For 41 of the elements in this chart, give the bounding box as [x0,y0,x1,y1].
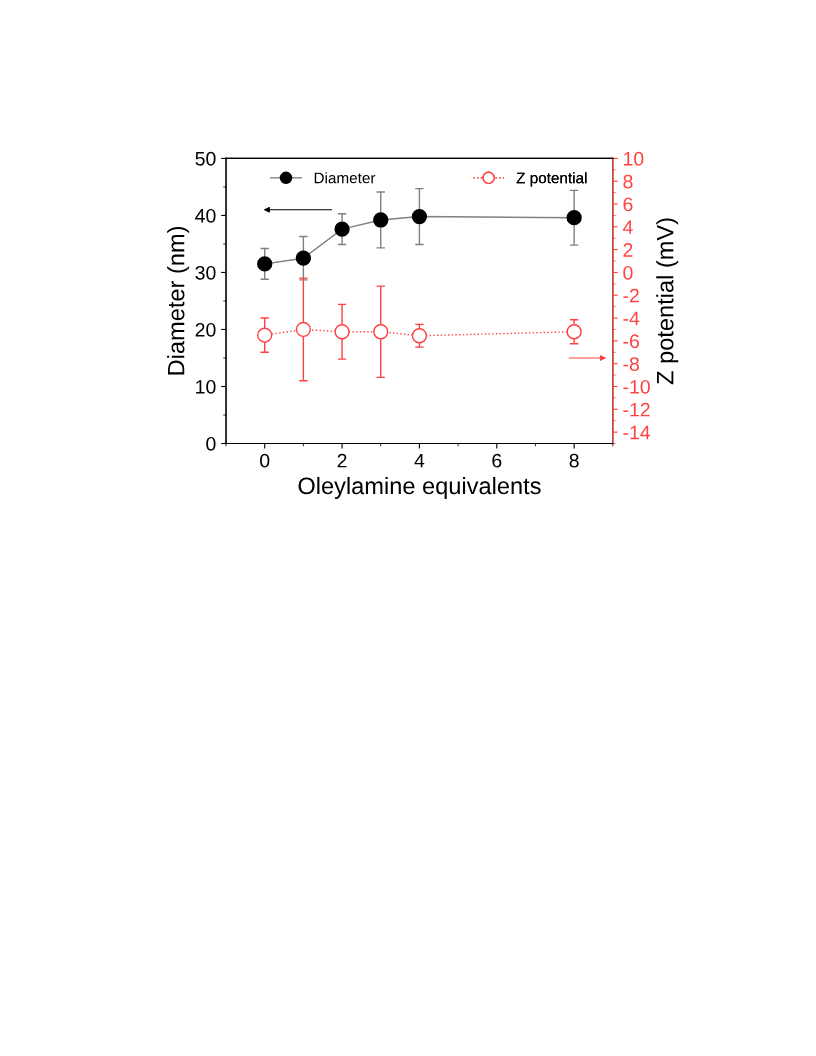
point [373,324,389,340]
y2-tick-label: 0 [623,265,633,280]
y2-tick-label: -2 [623,288,639,303]
legend-label: Diameter [314,172,376,184]
x-axis-title: Oleylamine equivalents [298,476,541,499]
y2-tick-label: -10 [623,379,650,394]
y-tick-label: 20 [195,322,216,337]
point [411,328,428,344]
point [295,250,312,266]
y2-tick-label: -6 [623,334,639,349]
y2-tick-label: -4 [623,311,640,326]
point [257,256,273,272]
point [334,324,350,340]
y-tick-label: 0 [206,436,216,451]
point [566,324,582,340]
point [257,327,273,343]
y2-tick-label: 8 [623,174,633,189]
point [295,321,312,338]
y2-tick-label: 2 [623,243,633,257]
y-axis-title: Diameter (nm) [167,226,190,375]
x-tick-label: 4 [414,453,425,468]
point [566,210,582,226]
y-tick-label: 40 [195,208,216,223]
legend-label: Z potential [516,172,587,187]
y2-tick-label: -14 [623,425,651,440]
point [411,208,428,225]
x-tick-label: 2 [337,453,347,468]
point [373,212,389,228]
y-tick-label: 50 [195,151,216,166]
x-tick-label: 8 [569,453,579,468]
y-tick-label: 10 [196,379,216,394]
y2-tick-label: 4 [622,220,633,234]
point [334,221,350,237]
y2-tick-label: -12 [623,402,650,417]
x-tick-label: 0 [260,453,270,468]
y2-tick-label: -8 [623,357,639,371]
y2-axis-title: Z potential (mV) [656,218,679,385]
y-tick-label: 30 [195,265,216,280]
y2-tick-label: 6 [623,197,633,212]
y2-tick-label: 10 [624,151,644,166]
x-tick-label: 6 [492,453,502,468]
